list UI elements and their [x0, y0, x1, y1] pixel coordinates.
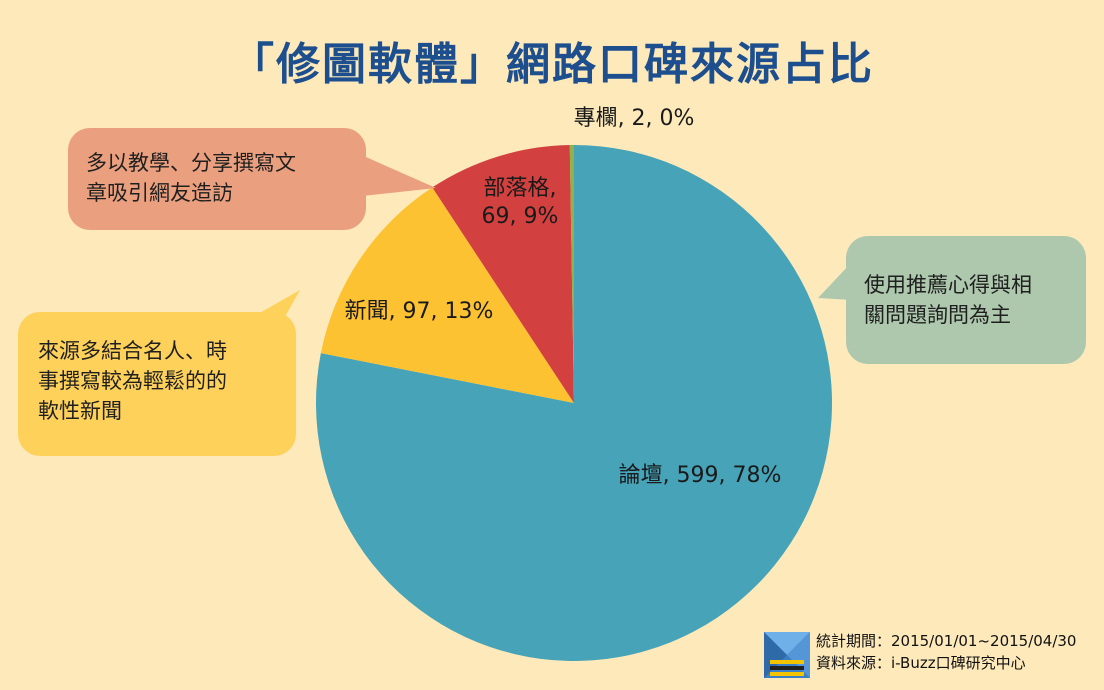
pie-data-label-3: 部落格, 69, 9% — [482, 176, 559, 229]
pie-slice-4 — [569, 145, 574, 403]
pie-data-label-1: 論壇, 599, 78% — [619, 463, 782, 488]
footer-source: 資料來源：i-Buzz口碑研究中心 — [816, 654, 1026, 672]
pie-slice-1 — [316, 145, 833, 661]
blog-annotation-line-2: 章吸引網友造訪 — [86, 181, 233, 205]
forum-bubble-tail — [818, 262, 852, 300]
pie-slice-2 — [320, 187, 574, 403]
chart-title: 「修圖軟體」網路口碑來源占比 — [230, 39, 874, 90]
blog-annotation-bubble: 多以教學、分享撰寫文 章吸引網友造訪 — [68, 128, 366, 230]
pie-data-label-2: 新聞, 97, 13% — [345, 299, 494, 324]
blog-bubble-tail — [350, 150, 436, 196]
forum-annotation-line-1: 使用推薦心得與相 — [864, 273, 1032, 297]
forum-annotation-bubble: 使用推薦心得與相 關問題詢問為主 — [846, 236, 1086, 364]
news-annotation-line-3: 軟性新聞 — [38, 399, 122, 423]
ibuzz-logo-icon — [764, 632, 810, 678]
news-annotation-line-2: 事撰寫較為輕鬆的的 — [38, 369, 227, 393]
footer: 統計期間：2015/01/01~2015/04/30 資料來源：i-Buzz口碑… — [764, 630, 1094, 684]
pie-data-label-4: 專欄, 2, 0% — [574, 106, 695, 131]
footer-period: 統計期間：2015/01/01~2015/04/30 — [816, 632, 1077, 650]
news-annotation-line-1: 來源多結合名人、時 — [38, 339, 227, 363]
pie-slice-3 — [432, 145, 574, 404]
news-annotation-bubble: 來源多結合名人、時 事撰寫較為輕鬆的的 軟性新聞 — [18, 312, 296, 456]
forum-annotation-line-2: 關問題詢問為主 — [864, 303, 1011, 327]
blog-annotation-line-1: 多以教學、分享撰寫文 — [86, 151, 296, 175]
